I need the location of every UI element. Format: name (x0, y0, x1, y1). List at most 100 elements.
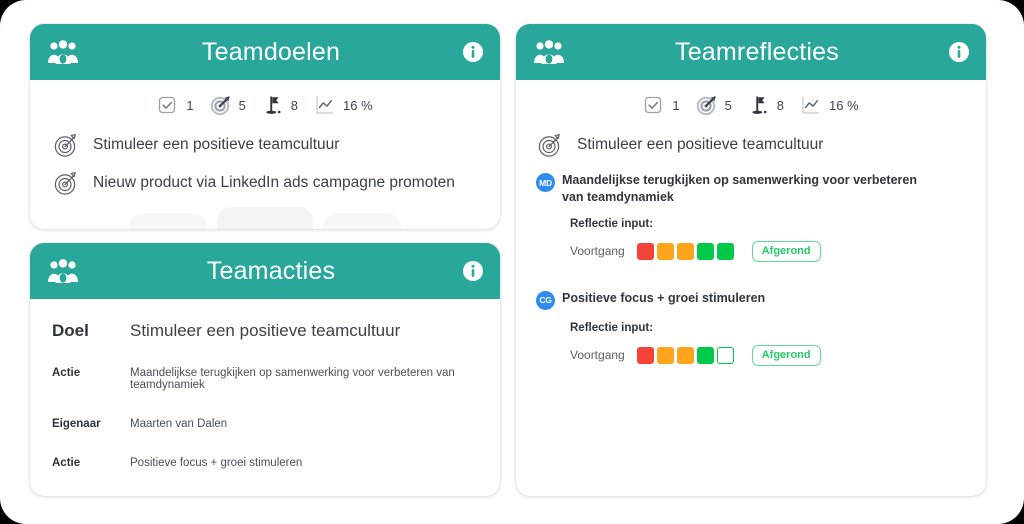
teamreflecties-stats: 1 (516, 80, 986, 126)
team-group-icon (46, 258, 80, 284)
teamdoelen-header: Teamdoelen (30, 24, 500, 80)
progress-squares[interactable] (636, 346, 734, 364)
progress-label: Voortgang (570, 244, 625, 259)
info-icon[interactable] (948, 41, 970, 63)
stat-value: 1 (186, 97, 194, 113)
stat-value: 5 (238, 97, 246, 113)
status-badge[interactable]: Afgerond (751, 344, 821, 366)
progress-square-orange[interactable] (656, 242, 674, 260)
stat-progress: 16 % (800, 94, 859, 116)
team-group-icon (532, 39, 566, 65)
stat-value: 16 % (829, 97, 859, 113)
progress-squares[interactable] (636, 242, 734, 260)
goal-item[interactable]: Nieuw product via LinkedIn ads campagne … (30, 164, 500, 202)
card-teamdoelen: Teamdoelen (30, 24, 500, 229)
teamacties-header: Teamacties (30, 243, 500, 299)
placeholder-shape (129, 213, 207, 229)
card-teamacties: Teamacties Doel Stimuleer een positieve … (30, 243, 500, 496)
teamdoelen-stats: 1 (30, 80, 500, 126)
progress-square-green[interactable] (716, 242, 734, 260)
table-row: Eigenaar Maarten van Dalen (52, 404, 478, 443)
progress-square-orange[interactable] (656, 346, 674, 364)
teamdoelen-body: 1 (30, 80, 500, 229)
goal-item[interactable]: Stimuleer een positieve teamcultuur (516, 126, 986, 164)
progress-square-empty[interactable] (716, 346, 734, 364)
reflection-item[interactable]: MD Maandelijkse terugkijken op samenwerk… (536, 166, 966, 272)
line-chart-icon (800, 94, 822, 116)
progress-row: Voortgang Afgerond (570, 344, 966, 366)
progress-square-green[interactable] (696, 242, 714, 260)
row-label: Doel (52, 321, 89, 340)
row-label: Actie (52, 457, 81, 469)
reflections-list: MD Maandelijkse terugkijken op samenwerk… (516, 164, 986, 392)
goal-item[interactable]: Stimuleer een positieve teamcultuur (30, 126, 500, 164)
goal-label: Stimuleer een positieve teamcultuur (577, 136, 824, 153)
target-icon (210, 94, 232, 116)
stat-target: 5 (210, 94, 246, 116)
page-title: Teamdoelen (201, 37, 341, 66)
stat-checkbox: 1 (643, 94, 680, 116)
avatar: CG (536, 290, 555, 310)
info-icon[interactable] (462, 41, 484, 63)
row-value: Stimuleer een positieve teamcultuur (130, 321, 401, 340)
row-value: Positieve focus + groei stimuleren (130, 457, 303, 469)
team-group-icon (46, 39, 80, 65)
goal-label: Stimuleer een positieve teamcultuur (93, 136, 340, 153)
progress-square-orange[interactable] (676, 242, 694, 260)
reflection-item[interactable]: CG Positieve focus + groei stimuleren Re… (536, 272, 966, 376)
line-chart-icon (314, 94, 336, 116)
stat-value: 1 (672, 97, 680, 113)
status-badge[interactable]: Afgerond (751, 240, 821, 262)
goal-label: Nieuw product via LinkedIn ads campagne … (93, 174, 455, 191)
stat-value: 8 (776, 97, 785, 113)
table-row: Eigenaar Chris Groen (52, 482, 478, 496)
progress-square-green[interactable] (696, 346, 714, 364)
stat-value: 16 % (343, 97, 373, 113)
table-row-doel: Doel Stimuleer een positieve teamcultuur (52, 305, 478, 353)
page-title: Teamacties (206, 256, 336, 285)
row-label: Eigenaar (52, 418, 101, 430)
target-icon (52, 169, 80, 197)
info-icon[interactable] (462, 260, 484, 282)
progress-square-red[interactable] (636, 242, 654, 260)
target-icon (696, 94, 718, 116)
card-teamreflecties: Teamreflecties (516, 24, 986, 496)
stat-target: 5 (696, 94, 732, 116)
right-column: Teamreflecties (516, 24, 986, 496)
page-title: Teamreflecties (675, 37, 839, 66)
avatar: MD (536, 173, 555, 192)
row-value: Maarten van Dalen (130, 418, 228, 430)
progress-square-orange[interactable] (676, 346, 694, 364)
reflection-title: Maandelijkse terugkijken op samenwerking… (562, 173, 917, 204)
placeholder-shape (217, 207, 313, 229)
flag-icon (748, 94, 770, 116)
table-row: Actie Positieve focus + groei stimuleren (52, 443, 478, 482)
stat-flag: 8 (262, 94, 298, 116)
row-value: Maandelijkse terugkijken op samenwerking… (130, 367, 455, 391)
table-row: Actie Maandelijkse terugkijken op samenw… (52, 353, 478, 404)
progress-square-red[interactable] (636, 346, 654, 364)
target-icon (536, 131, 564, 159)
stat-checkbox: 1 (157, 94, 194, 116)
placeholder-shape (323, 213, 401, 229)
progress-label: Voortgang (570, 348, 625, 363)
teamacties-body: Doel Stimuleer een positieve teamcultuur… (30, 299, 500, 496)
stat-value: 8 (290, 97, 299, 113)
reflection-header: MD Maandelijkse terugkijken op samenwerk… (536, 172, 966, 206)
reflection-input-label: Reflectie input: (570, 321, 654, 334)
stat-flag: 8 (748, 94, 784, 116)
target-icon (52, 131, 80, 159)
progress-row: Voortgang Afgerond (570, 240, 966, 262)
reflection-title: Positieve focus + groei stimuleren (562, 290, 766, 305)
reflection-input-label: Reflectie input: (570, 217, 654, 230)
stat-progress: 16 % (314, 94, 373, 116)
flag-icon (262, 94, 284, 116)
hidden-content-placeholders (30, 203, 500, 229)
checkbox-icon (157, 94, 179, 116)
checkbox-icon (643, 94, 665, 116)
stat-value: 5 (724, 97, 732, 113)
teamreflecties-body: 1 (516, 80, 986, 496)
row-label: Actie (52, 367, 81, 379)
